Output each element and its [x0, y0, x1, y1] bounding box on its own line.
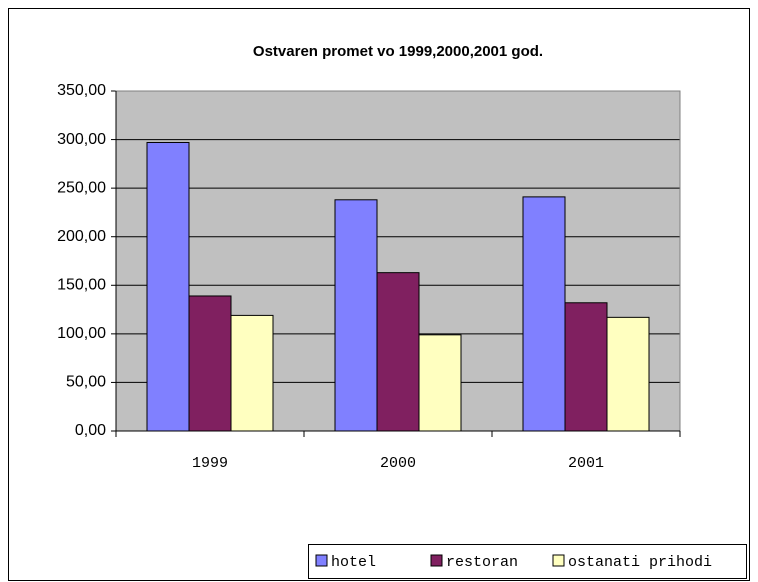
bar: [606, 316, 650, 432]
bar: [522, 196, 566, 432]
y-tick-label: 200,00: [57, 228, 106, 245]
legend-swatch: [315, 554, 328, 567]
bar: [146, 141, 190, 432]
bar: [418, 334, 462, 432]
legend-label: ostanati prihodi: [568, 554, 712, 571]
legend-label: hotel: [331, 554, 376, 571]
legend-swatch: [552, 554, 565, 567]
bar: [564, 302, 608, 432]
x-tick-label: 1999: [192, 455, 228, 472]
y-tick-label: 150,00: [57, 277, 106, 294]
bar: [188, 295, 232, 432]
y-tick-label: 50,00: [66, 374, 106, 391]
y-tick-label: 100,00: [57, 325, 106, 342]
legend-swatch: [430, 554, 443, 567]
y-tick-label: 0,00: [75, 422, 106, 439]
bar: [376, 272, 420, 432]
legend-label: restoran: [446, 554, 518, 571]
y-tick-label: 300,00: [57, 131, 106, 148]
x-tick-label: 2001: [568, 455, 604, 472]
chart-title: Ostvaren promet vo 1999,2000,2001 god.: [253, 43, 543, 60]
legend-box: [308, 544, 747, 579]
bar: [230, 314, 274, 432]
y-tick-label: 350,00: [57, 82, 106, 99]
x-tick-label: 2000: [380, 455, 416, 472]
y-tick-label: 250,00: [57, 179, 106, 196]
bar: [334, 199, 378, 432]
